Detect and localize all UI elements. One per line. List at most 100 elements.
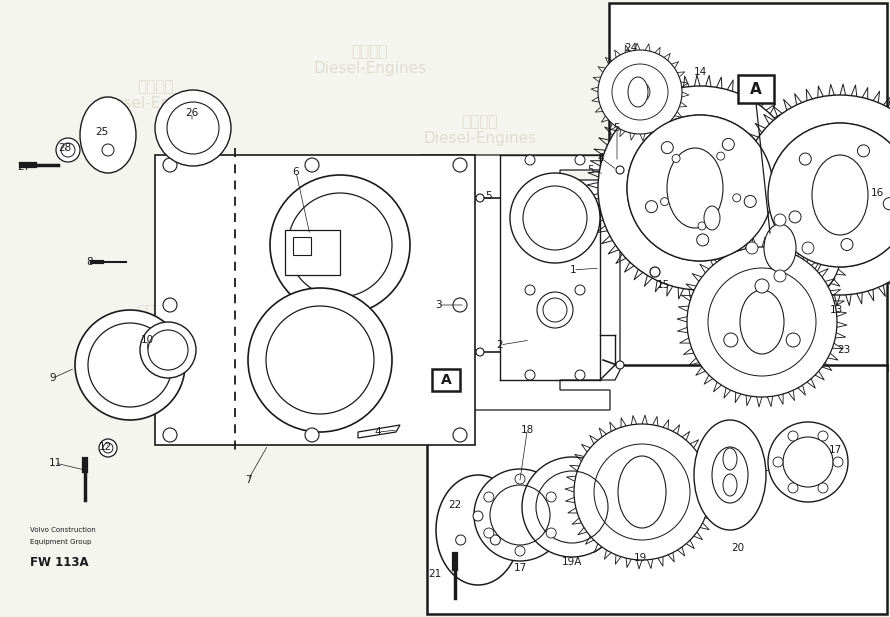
Circle shape <box>616 361 624 369</box>
Text: 22: 22 <box>449 500 462 510</box>
Circle shape <box>723 138 734 151</box>
Circle shape <box>818 431 828 441</box>
Circle shape <box>660 197 668 205</box>
Circle shape <box>473 511 483 521</box>
Text: 4: 4 <box>598 153 604 163</box>
Text: 10: 10 <box>141 335 154 345</box>
Text: 紫发动力
Diesel-Engines: 紫发动力 Diesel-Engines <box>433 384 546 416</box>
Circle shape <box>786 333 800 347</box>
Bar <box>427 365 887 614</box>
Bar <box>609 3 887 370</box>
Circle shape <box>99 439 117 457</box>
Circle shape <box>453 158 467 172</box>
Circle shape <box>616 166 624 174</box>
Circle shape <box>661 141 673 154</box>
Circle shape <box>687 247 837 397</box>
Circle shape <box>799 153 812 165</box>
Circle shape <box>672 154 680 162</box>
Text: 5: 5 <box>485 191 491 201</box>
Ellipse shape <box>667 148 723 228</box>
Circle shape <box>163 298 177 312</box>
Circle shape <box>155 90 231 166</box>
Circle shape <box>697 234 708 246</box>
Circle shape <box>525 285 535 295</box>
Ellipse shape <box>723 474 737 496</box>
Ellipse shape <box>618 456 666 528</box>
Text: 20: 20 <box>732 543 745 553</box>
Text: 21: 21 <box>428 569 441 579</box>
Circle shape <box>650 267 660 277</box>
Circle shape <box>305 428 319 442</box>
Circle shape <box>732 194 740 202</box>
Circle shape <box>716 152 724 160</box>
Text: 5: 5 <box>587 165 594 175</box>
Circle shape <box>857 145 870 157</box>
Circle shape <box>270 175 410 315</box>
Text: 紫发动力
Diesel-Engines: 紫发动力 Diesel-Engines <box>313 44 426 77</box>
Ellipse shape <box>740 290 784 354</box>
Text: Equipment Group: Equipment Group <box>30 539 92 545</box>
Circle shape <box>522 457 622 557</box>
Text: 18: 18 <box>521 425 534 435</box>
Circle shape <box>768 123 890 267</box>
Circle shape <box>163 158 177 172</box>
Circle shape <box>102 144 114 156</box>
Text: 27: 27 <box>18 162 30 172</box>
Circle shape <box>773 457 783 467</box>
Text: 紫发动力
Diesel-Engines: 紫发动力 Diesel-Engines <box>424 114 537 146</box>
Text: 17: 17 <box>829 445 842 455</box>
Ellipse shape <box>694 420 766 530</box>
Text: 15: 15 <box>657 280 669 290</box>
Circle shape <box>476 194 484 202</box>
Bar <box>432 369 460 391</box>
Circle shape <box>453 428 467 442</box>
Circle shape <box>525 155 535 165</box>
Text: 12: 12 <box>99 442 111 452</box>
Text: 19: 19 <box>634 553 647 563</box>
Circle shape <box>746 242 758 254</box>
Text: 19A: 19A <box>562 557 582 567</box>
Circle shape <box>453 298 467 312</box>
Circle shape <box>525 370 535 380</box>
Text: A: A <box>750 81 762 96</box>
Circle shape <box>248 288 392 432</box>
Text: 紫发动力
Diesel-Engines: 紫发动力 Diesel-Engines <box>263 334 376 366</box>
Text: 紫发动力
Diesel-Engines: 紫发动力 Diesel-Engines <box>613 114 726 146</box>
Text: 23: 23 <box>837 345 851 355</box>
Text: 紫发动力
Diesel-Engines: 紫发动力 Diesel-Engines <box>643 414 756 446</box>
Circle shape <box>598 50 682 134</box>
Bar <box>738 75 774 103</box>
Text: 14: 14 <box>693 67 707 77</box>
Text: 16: 16 <box>870 188 884 198</box>
Ellipse shape <box>436 475 520 585</box>
Circle shape <box>788 483 798 493</box>
Circle shape <box>627 115 773 261</box>
Text: 紫发动力
Diesel-Engines: 紫发动力 Diesel-Engines <box>99 304 212 336</box>
Circle shape <box>774 214 786 226</box>
Text: 9: 9 <box>50 373 56 383</box>
Polygon shape <box>420 155 620 410</box>
Circle shape <box>788 431 798 441</box>
Text: 17: 17 <box>514 563 527 573</box>
Text: 紫发动力
Diesel-Engines: 紫发动力 Diesel-Engines <box>99 79 212 111</box>
Circle shape <box>546 492 556 502</box>
Text: 13: 13 <box>829 305 843 315</box>
Circle shape <box>476 348 484 356</box>
Bar <box>285 230 340 275</box>
Text: 1: 1 <box>570 265 577 275</box>
Circle shape <box>598 86 802 290</box>
Text: 6: 6 <box>293 167 299 177</box>
Text: 26: 26 <box>185 108 198 118</box>
Circle shape <box>818 483 828 493</box>
Circle shape <box>740 95 890 295</box>
Circle shape <box>744 196 756 207</box>
Text: 4: 4 <box>375 427 381 437</box>
Circle shape <box>305 158 319 172</box>
Circle shape <box>510 173 600 263</box>
Circle shape <box>883 197 890 210</box>
Circle shape <box>574 424 710 560</box>
Circle shape <box>163 428 177 442</box>
Circle shape <box>724 333 738 347</box>
Circle shape <box>515 546 525 556</box>
Circle shape <box>484 528 494 538</box>
